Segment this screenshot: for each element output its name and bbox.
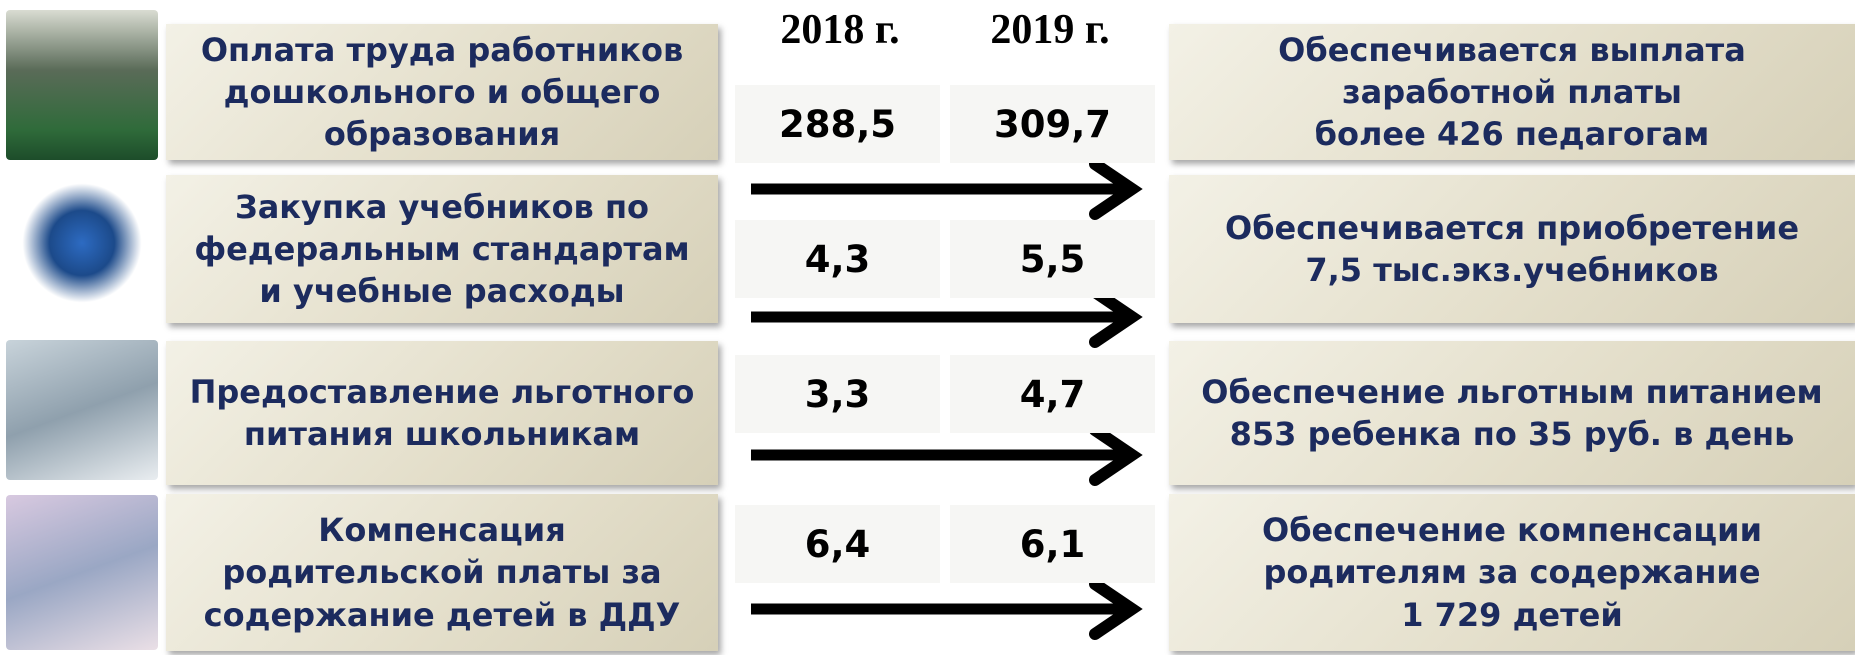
year-header: 2019 г. [990,7,1110,53]
label-box: Оплата труда работников дошкольного и общ… [166,24,718,160]
result-box: Обеспечивается приобретение 7,5 тыс.экз.у… [1169,175,1855,323]
value-cell: 288,5 [735,85,940,163]
text-line: 1 729 детей [1401,595,1623,634]
text-line: Обеспечение компенсации [1262,511,1762,550]
text-line: Оплата труда работников [200,30,684,69]
value-cell: 309,7 [950,85,1155,163]
arrow-head [1089,578,1143,640]
text-line: Закупка учебников по [234,187,650,226]
photo [6,495,158,650]
arrow-head [1089,158,1143,220]
result-box: Обеспечивается выплата заработной платы бо… [1169,24,1855,160]
text-line: 7,5 тыс.экз.учебников [1305,251,1719,289]
text-line: дошкольного и общего [223,72,661,111]
value-cell: 5,5 [950,220,1155,298]
value-cell: 6,1 [950,505,1155,583]
photo [6,340,158,480]
text-line: и учебные расходы [259,272,625,311]
text-line: образования [323,115,561,154]
value-cell: 4,3 [735,220,940,298]
label-box: Предоставление льготного питания школьник… [166,341,718,485]
text-line: Обеспечивается выплата [1278,30,1746,69]
text-line: Компенсация [318,511,566,550]
text-line: заработной платы [1342,72,1682,111]
text-line: федеральным стандартам [194,229,690,268]
text-line: Предоставление льготного [189,372,695,411]
text-line: питания школьникам [243,415,641,453]
year-header: 2018 г. [780,7,900,53]
text-line: родителям за содержание [1263,553,1761,592]
photo [6,10,158,160]
globe-icon [6,180,158,320]
text-line: Обеспечение льготным питанием [1201,372,1823,411]
label-box: Компенсация родительской платы за содержан… [166,494,718,651]
arrow-head [1089,286,1143,348]
text-line: содержание детей в ДДУ [203,595,681,634]
value-cell: 4,7 [950,355,1155,433]
value-cell: 3,3 [735,355,940,433]
label-box: Закупка учебников по федеральным стандарт… [166,175,718,323]
text-line: 853 ребенка по 35 руб. в день [1229,415,1795,453]
arrow-head [1089,424,1143,486]
text-line: более 426 педагогам [1314,115,1710,154]
result-box: Обеспечение компенсации родителям за соде… [1169,494,1855,651]
text-line: Обеспечивается приобретение [1224,208,1800,247]
text-line: родительской платы за [222,553,662,592]
result-box: Обеспечение льготным питанием 853 ребенка… [1169,341,1855,485]
value-cell: 6,4 [735,505,940,583]
